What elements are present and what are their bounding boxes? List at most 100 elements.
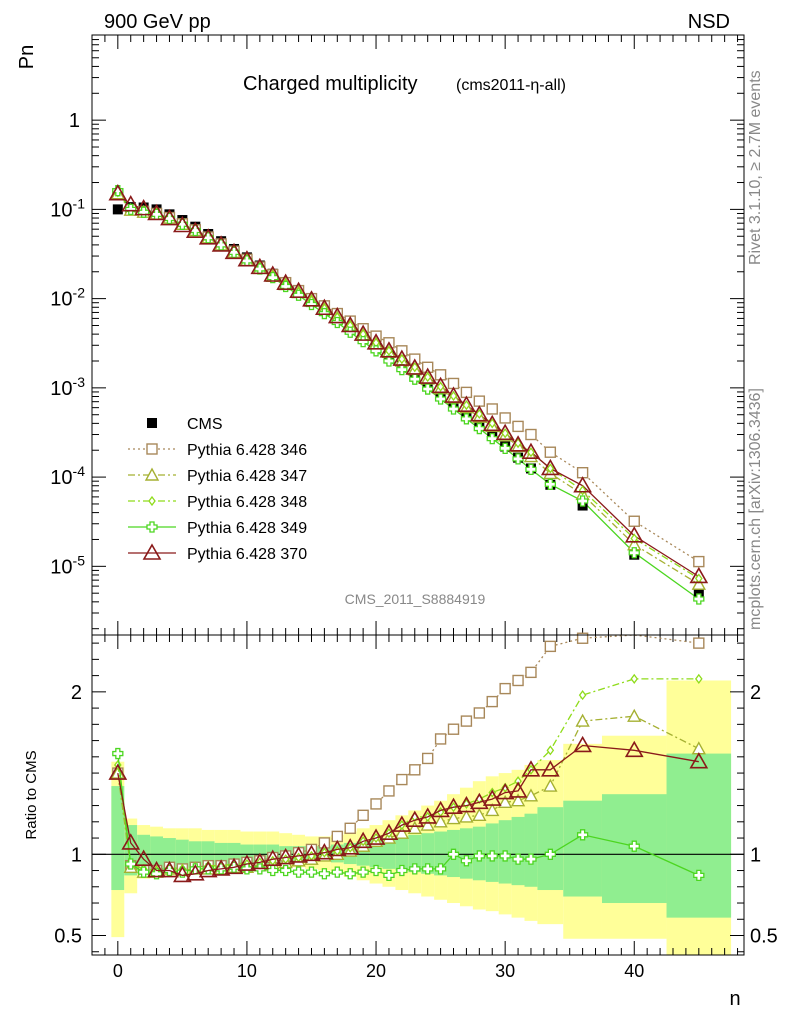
ratio-point — [409, 863, 421, 875]
ratio-point — [578, 690, 587, 701]
mc-point — [189, 224, 201, 237]
ratio-point — [370, 798, 382, 810]
mc-point — [693, 593, 705, 605]
ratio-point — [420, 817, 435, 831]
ratio-point — [344, 822, 356, 834]
legend-entry: Pythia 6.428 370 — [128, 543, 307, 563]
mc-point — [121, 195, 141, 212]
ratio-point — [459, 809, 474, 823]
mc-point — [573, 476, 592, 493]
mc-point — [134, 199, 154, 216]
legend-label: Pythia 6.428 348 — [187, 494, 307, 511]
ratio-point — [198, 860, 218, 878]
main-plot-panel: 1 10-1 10-2 10-3 10-4 10-5 — [50, 34, 745, 636]
mc-point — [405, 358, 425, 375]
ratio-point — [523, 788, 539, 802]
ratio-point — [447, 848, 460, 860]
ratio-point — [434, 733, 447, 745]
uncertainty-band-inner — [459, 828, 473, 879]
legend-entry: Pythia 6.428 346 — [128, 442, 307, 459]
mc-point — [379, 341, 399, 358]
uncertainty-band-inner — [511, 816, 525, 886]
mc-point — [276, 273, 296, 290]
ratio-point — [422, 863, 434, 875]
mc-point — [163, 212, 176, 225]
ratio-point — [576, 829, 589, 841]
ratio-point — [125, 858, 137, 870]
ratio-point — [693, 637, 705, 649]
uncertainty-band-inner — [421, 833, 435, 874]
ratio-point — [112, 747, 124, 760]
mc-point — [486, 403, 498, 415]
energy-label: 900 GeV pp — [104, 11, 211, 33]
uncertainty-band-inner — [382, 838, 396, 869]
ratio-point — [280, 864, 292, 877]
mc-point — [302, 290, 321, 307]
mc-point — [624, 526, 644, 543]
legend-entry: CMS — [147, 416, 223, 433]
ratio-point — [499, 850, 511, 862]
mc-point — [501, 428, 509, 439]
uncertainty-band-inner — [524, 813, 538, 887]
ratio-point — [211, 859, 231, 876]
ratio-point — [366, 828, 386, 845]
ratio-point — [224, 857, 244, 875]
ratio-point — [525, 666, 537, 679]
legend: CMS Pythia 6.428 346 Pythia 6.428 347 Pythi… — [128, 416, 307, 563]
mc-point — [512, 420, 524, 433]
ratio-tick-label: 0.5 — [54, 926, 82, 948]
legend-label: Pythia 6.428 347 — [187, 468, 307, 485]
mc-point — [421, 361, 434, 373]
x-tick-label: 30 — [495, 961, 515, 981]
ratio-point — [147, 860, 166, 878]
ratio-point — [292, 866, 305, 878]
mc-point — [211, 235, 231, 252]
ratio-point — [689, 752, 709, 769]
mc-point — [482, 414, 502, 432]
mc-point — [327, 306, 347, 324]
ratio-point — [160, 860, 179, 878]
legend-label: Pythia 6.428 349 — [187, 520, 307, 537]
y-tick-label: 10-4 — [50, 463, 85, 489]
ratio-point — [344, 868, 356, 880]
mc-point — [410, 362, 419, 373]
ratio-point — [447, 723, 460, 735]
ratio-point — [499, 682, 511, 695]
ratio-point — [172, 865, 192, 883]
ratio-point — [630, 673, 639, 684]
legend-label: CMS — [187, 416, 223, 433]
ratio-point — [543, 778, 558, 792]
ratio-point — [134, 849, 154, 866]
ratio-point — [457, 795, 476, 813]
mc-point — [198, 228, 218, 245]
mc-point — [366, 333, 386, 350]
mc-point — [486, 432, 498, 445]
mc-point — [460, 413, 473, 425]
mc-point — [444, 386, 463, 403]
mc-point — [160, 208, 179, 226]
ratio-point — [546, 745, 555, 756]
mc-point — [512, 453, 524, 465]
ratio-point — [263, 849, 283, 866]
ratio-plot-panel: 0.5 0.5 1 1 2 2 — [54, 632, 778, 956]
ratio-point — [370, 864, 382, 877]
mc-point — [315, 298, 334, 316]
legend-entry: Pythia 6.428 348 — [128, 494, 307, 511]
ratio-point — [576, 632, 589, 644]
mc-point — [172, 215, 192, 233]
legend-marker — [146, 521, 158, 533]
mc-point — [473, 395, 486, 407]
legend-label: Pythia 6.428 370 — [187, 546, 307, 563]
ratio-point — [418, 807, 438, 824]
ratio-point — [433, 814, 448, 828]
mc-point — [147, 203, 166, 221]
mc-point — [544, 478, 556, 490]
ratio-point — [392, 815, 412, 832]
ratio-point — [521, 760, 541, 777]
x-axis-label: n — [729, 988, 740, 1010]
mc-point — [475, 408, 484, 420]
ratio-point — [108, 763, 128, 780]
mc-point — [689, 566, 709, 584]
mc-point — [436, 381, 445, 392]
